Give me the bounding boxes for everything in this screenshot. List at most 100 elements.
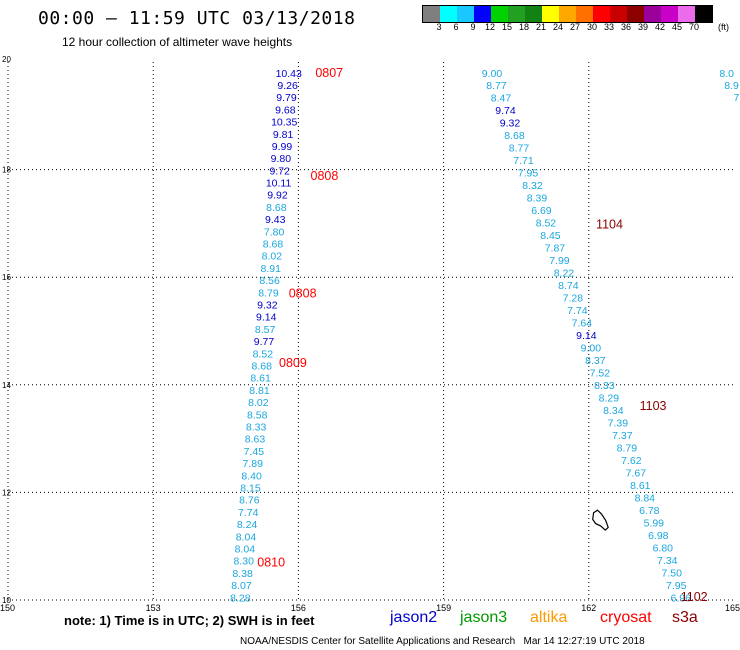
swh-label-east: 8.29 [599,392,620,404]
swh-label-east: 7.62 [621,455,642,467]
swh-label-east: 7.95 [666,580,687,592]
swh-label-west: 8.68 [263,239,284,251]
swh-label-east: 8.84 [635,492,656,504]
colorbar-label: 12 [484,22,495,32]
swh-label-west: 9.80 [271,153,292,165]
swh-label-east: 7.37 [612,430,633,442]
colorbar-label: 30 [586,22,597,32]
swh-label-west: 8.04 [236,531,257,543]
colorbar-swatch [491,6,508,22]
colorbar-label: 45 [671,22,682,32]
colorbar-swatch [542,6,559,22]
swh-label-west: 9.92 [267,190,288,202]
swh-label-east: 8.77 [486,80,507,92]
x-tick-label: 156 [291,603,306,613]
pass-time-label: 0808 [289,286,317,300]
legend-altika: altika [530,609,568,626]
swh-label-west: 7.74 [238,507,259,519]
swh-label-west: 8.04 [235,544,256,556]
x-tick-label: 162 [581,603,596,613]
swh-label-east: 8.74 [558,280,579,292]
colorbar-swatch [559,6,576,22]
colorbar-label: 9 [470,22,476,32]
swh-label-west: 9.68 [275,104,296,116]
swh-label-west: 9.99 [272,141,293,153]
colorbar-swatch [474,6,491,22]
colorbar-swatch [508,6,525,22]
swh-label-east: 6.69 [531,205,552,217]
coastline [592,509,609,531]
colorbar-swatch [627,6,644,22]
chart-subtitle: 12 hour collection of altimeter wave hei… [62,35,293,49]
colorbar-label: 36 [620,22,631,32]
swh-label-east: 8.79 [617,442,638,454]
colorbar-swatch [593,6,610,22]
chart-title: 00:00 – 11:59 UTC 03/13/2018 [38,8,356,29]
pass-time-label: 1103 [640,399,667,413]
swh-label-east: 7.52 [590,368,611,380]
swh-label-west: 8.02 [248,397,269,409]
y-tick-label: 18 [2,166,11,175]
swh-label-east: 9.14 [576,330,597,342]
swh-label-west: 8.38 [232,568,253,580]
swh-label-west: 8.30 [233,556,254,568]
swh-label-west: 9.32 [257,300,278,312]
pass-time-label: 1102 [681,590,708,604]
colorbar-label: 27 [569,22,580,32]
swh-label-east: 9.00 [482,68,503,80]
swh-label-west: 8.28 [230,592,251,604]
colorbar-label: 24 [552,22,563,32]
swh-label-west: 8.79 [258,287,279,299]
swh-label-east: 7.34 [657,555,678,567]
swh-label-west: 8.76 [239,495,260,507]
swh-label-east: 8.68 [504,130,525,142]
swh-label-west: 8.40 [241,470,262,482]
swh-label-east: 6.96 [671,592,692,604]
x-tick-label: 159 [436,603,451,613]
colorbar-swatch [576,6,593,22]
footer-note: note: 1) Time is in UTC; 2) SWH is in fe… [64,613,315,628]
swh-label-east: 7.39 [608,417,629,429]
y-tick-label: 10 [2,596,11,605]
swh-label-west: 8.91 [260,263,281,275]
y-tick-label: 20 [2,55,11,64]
swh-label-east: 7.64 [572,318,593,330]
colorbar-label: 39 [637,22,648,32]
pass-time-label: 0808 [311,169,339,183]
swh-label-west: 9.43 [265,214,286,226]
legend-jason3: jason3 [460,609,508,626]
pass-time-label: 0810 [257,555,285,569]
swh-label-west: 7.80 [264,226,285,238]
colorbar-labels: 3 6 9 12 15 18 21 24 27 30 33 36 39 42 45 70 [422,22,740,34]
footer-credit: NOAA/NESDIS Center for Satellite Applica… [240,636,645,647]
swh-label-west: 8.33 [246,422,267,434]
colorbar-label: 42 [654,22,665,32]
swh-label-west: 8.07 [231,580,252,592]
swh-label-west: 8.58 [247,409,268,421]
swh-label-east: 5.99 [644,517,665,529]
colorbar-swatch [661,6,678,22]
colorbar-swatch [678,6,695,22]
swh-label-west: 8.61 [250,373,271,385]
swh-label-east: 6.78 [639,505,660,517]
swh-label-east: 9.74 [495,105,516,117]
colorbar-label: 21 [535,22,546,32]
swh-label-east: 7.28 [563,293,584,305]
swh-label-east: 8.32 [522,180,543,192]
y-tick-label: 14 [2,381,11,390]
colorbar-swatch [440,6,457,22]
swh-label-west: 9.72 [269,165,290,177]
swh-label-east: 9.00 [581,343,602,355]
swh-label-west: 8.68 [251,361,272,373]
swh-label-east: 7.99 [549,255,570,267]
swh-label-west: 8.56 [259,275,280,287]
swh-label-far-east: 8.9 [724,80,739,92]
x-tick-label: 150 [0,603,15,613]
swh-label-east: 9.32 [500,118,521,130]
swh-label-west: 9.77 [254,336,275,348]
swh-label-west: 8.81 [249,385,270,397]
swh-label-east: 8.47 [491,93,512,105]
colorbar-swatch [525,6,542,22]
colorbar-label: 3 [436,22,442,32]
